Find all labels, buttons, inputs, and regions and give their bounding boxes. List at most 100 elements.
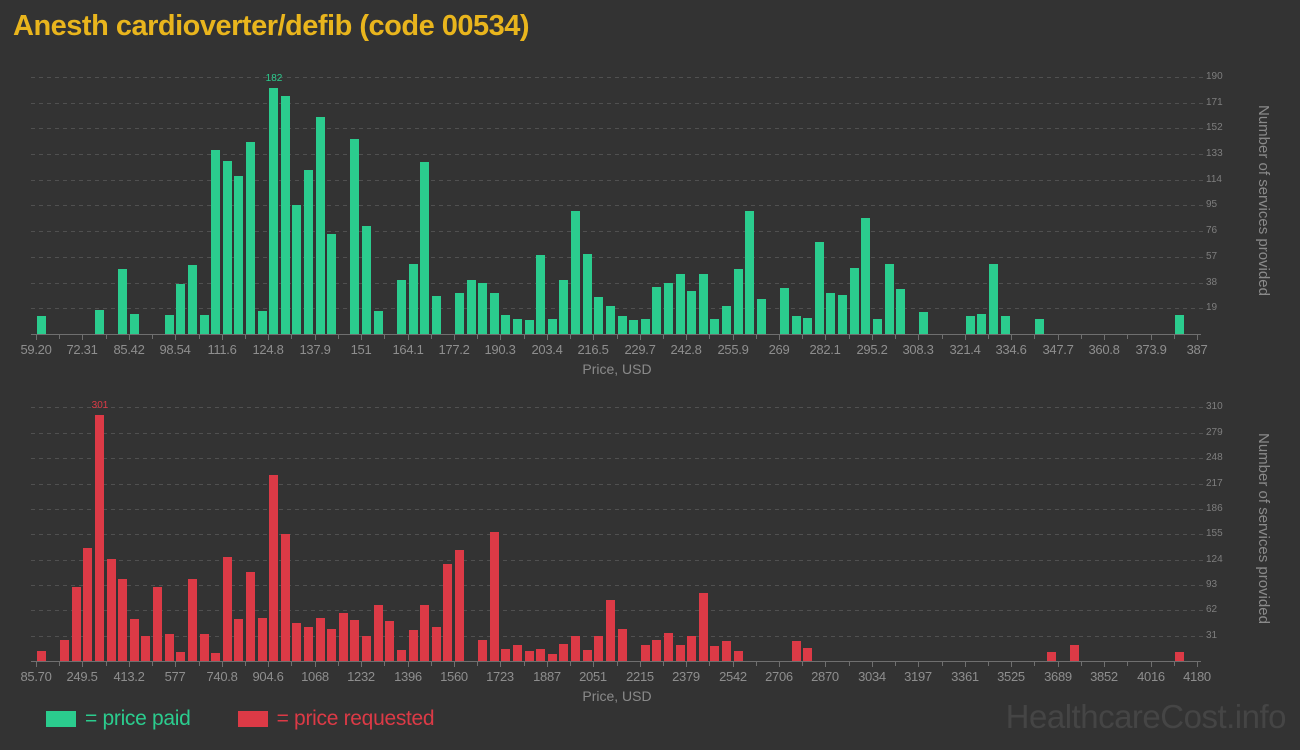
histogram-bar-requested[interactable]: [176, 652, 185, 661]
histogram-bar-paid[interactable]: [815, 242, 824, 334]
histogram-bar-paid[interactable]: [710, 319, 719, 334]
histogram-bar-requested[interactable]: [304, 627, 313, 661]
histogram-bar-paid[interactable]: [850, 268, 859, 334]
histogram-bar-paid[interactable]: [467, 280, 476, 334]
histogram-bar-paid[interactable]: [350, 139, 359, 334]
histogram-bar-paid[interactable]: [536, 255, 545, 334]
histogram-bar-paid[interactable]: [571, 211, 580, 334]
histogram-bar-requested[interactable]: [443, 564, 452, 661]
histogram-bar-paid[interactable]: [559, 280, 568, 334]
histogram-bar-paid[interactable]: [896, 289, 905, 334]
histogram-bar-paid[interactable]: [780, 288, 789, 334]
histogram-bar-paid[interactable]: [200, 315, 209, 334]
histogram-bar-requested[interactable]: [118, 579, 127, 661]
histogram-bar-paid[interactable]: [304, 170, 313, 334]
histogram-bar-requested[interactable]: [234, 619, 243, 661]
histogram-bar-paid[interactable]: [873, 319, 882, 334]
histogram-bar-paid[interactable]: [885, 264, 894, 334]
histogram-bar-paid[interactable]: [664, 283, 673, 334]
histogram-bar-requested[interactable]: [606, 600, 615, 661]
histogram-bar-paid[interactable]: [966, 316, 975, 334]
histogram-bar-requested[interactable]: [432, 627, 441, 661]
histogram-bar-paid[interactable]: [641, 319, 650, 334]
histogram-bar-paid[interactable]: [490, 293, 499, 334]
histogram-bar-requested[interactable]: [292, 623, 301, 661]
histogram-bar-paid[interactable]: [316, 117, 325, 334]
histogram-bar-requested[interactable]: [687, 636, 696, 661]
histogram-bar-paid[interactable]: [606, 306, 615, 334]
histogram-bar-requested[interactable]: [188, 579, 197, 661]
histogram-bar-paid[interactable]: [409, 264, 418, 334]
histogram-bar-paid[interactable]: [432, 296, 441, 334]
histogram-bar-requested[interactable]: [107, 559, 116, 661]
histogram-bar-requested[interactable]: [1175, 652, 1184, 661]
histogram-bar-requested[interactable]: [699, 593, 708, 661]
histogram-bar-paid[interactable]: [699, 274, 708, 334]
histogram-bar-paid[interactable]: [792, 316, 801, 334]
histogram-bar-requested[interactable]: [618, 629, 627, 661]
histogram-bar-requested[interactable]: [652, 640, 661, 661]
histogram-bar-paid[interactable]: [292, 205, 301, 334]
histogram-bar-paid[interactable]: [687, 291, 696, 334]
histogram-bar-requested[interactable]: [641, 645, 650, 661]
histogram-bar-requested[interactable]: [327, 629, 336, 661]
histogram-bar-paid[interactable]: [246, 142, 255, 334]
histogram-bar-requested[interactable]: [350, 620, 359, 661]
histogram-bar-paid[interactable]: [1001, 316, 1010, 334]
histogram-bar-paid[interactable]: [223, 161, 232, 334]
histogram-bar-paid[interactable]: [501, 315, 510, 334]
histogram-bar-paid[interactable]: [629, 320, 638, 334]
histogram-bar-paid[interactable]: [803, 318, 812, 334]
histogram-bar-paid[interactable]: [618, 316, 627, 334]
histogram-bar-requested[interactable]: [455, 550, 464, 661]
histogram-bar-requested[interactable]: [246, 572, 255, 661]
histogram-bar-paid[interactable]: [594, 297, 603, 334]
histogram-bar-paid[interactable]: [95, 310, 104, 334]
histogram-bar-requested[interactable]: [130, 619, 139, 661]
histogram-bar-paid[interactable]: [977, 314, 986, 334]
histogram-bar-requested[interactable]: [385, 621, 394, 661]
histogram-bar-paid[interactable]: [234, 176, 243, 334]
histogram-bar-paid[interactable]: [281, 96, 290, 334]
histogram-bar-paid[interactable]: [130, 314, 139, 334]
histogram-bar-requested[interactable]: [536, 649, 545, 661]
histogram-bar-requested[interactable]: [501, 649, 510, 661]
histogram-bar-requested[interactable]: [269, 475, 278, 661]
histogram-bar-requested[interactable]: [571, 636, 580, 661]
histogram-bar-paid[interactable]: [583, 254, 592, 334]
histogram-bar-requested[interactable]: [559, 644, 568, 661]
histogram-bar-requested[interactable]: [60, 640, 69, 661]
histogram-bar-requested[interactable]: [676, 645, 685, 661]
histogram-bar-requested[interactable]: [594, 636, 603, 661]
histogram-bar-requested[interactable]: [72, 587, 81, 661]
histogram-bar-requested[interactable]: [95, 415, 104, 661]
histogram-bar-requested[interactable]: [513, 645, 522, 661]
histogram-bar-requested[interactable]: [211, 653, 220, 661]
histogram-bar-paid[interactable]: [513, 319, 522, 334]
histogram-bar-requested[interactable]: [165, 634, 174, 661]
histogram-bar-requested[interactable]: [258, 618, 267, 661]
histogram-bar-paid[interactable]: [478, 283, 487, 334]
histogram-bar-paid[interactable]: [362, 226, 371, 334]
histogram-bar-paid[interactable]: [374, 311, 383, 334]
histogram-bar-requested[interactable]: [525, 651, 534, 661]
histogram-bar-paid[interactable]: [989, 264, 998, 334]
histogram-bar-requested[interactable]: [281, 534, 290, 661]
histogram-bar-paid[interactable]: [1035, 319, 1044, 334]
histogram-bar-requested[interactable]: [803, 648, 812, 661]
histogram-bar-requested[interactable]: [710, 646, 719, 661]
histogram-bar-paid[interactable]: [176, 284, 185, 334]
histogram-bar-paid[interactable]: [397, 280, 406, 334]
histogram-bar-paid[interactable]: [861, 218, 870, 334]
histogram-bar-requested[interactable]: [37, 651, 46, 661]
histogram-bar-requested[interactable]: [200, 634, 209, 661]
histogram-bar-paid[interactable]: [420, 162, 429, 334]
histogram-bar-paid[interactable]: [211, 150, 220, 334]
histogram-bar-paid[interactable]: [165, 315, 174, 334]
histogram-bar-requested[interactable]: [409, 630, 418, 661]
histogram-bar-requested[interactable]: [153, 587, 162, 661]
histogram-bar-requested[interactable]: [792, 641, 801, 661]
histogram-bar-requested[interactable]: [362, 636, 371, 661]
histogram-bar-paid[interactable]: [188, 265, 197, 334]
histogram-bar-requested[interactable]: [1070, 645, 1079, 661]
